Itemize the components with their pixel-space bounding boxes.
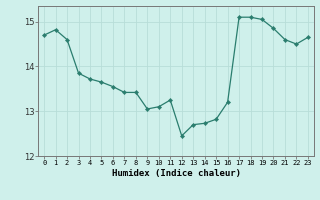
X-axis label: Humidex (Indice chaleur): Humidex (Indice chaleur) xyxy=(111,169,241,178)
